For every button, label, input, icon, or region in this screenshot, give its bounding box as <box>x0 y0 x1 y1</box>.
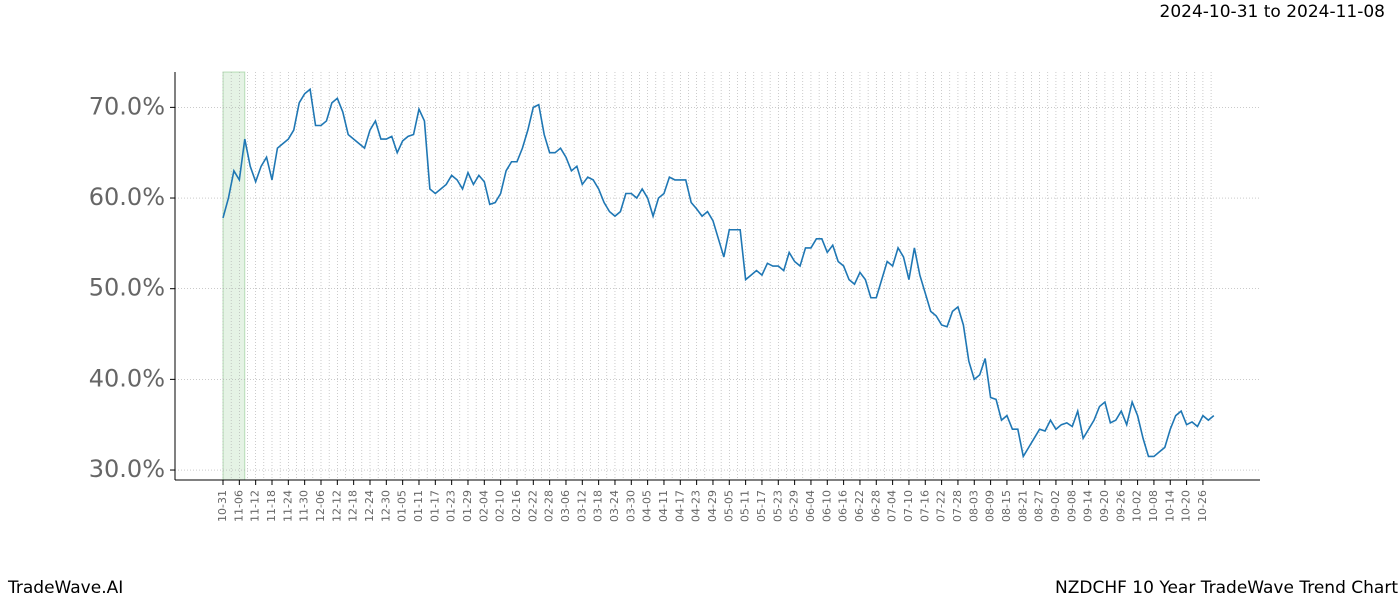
x-tick-label: 03-30 <box>624 490 637 522</box>
x-tick-label: 06-04 <box>804 490 817 522</box>
caption: NZDCHF 10 Year TradeWave Trend Chart <box>1055 578 1398 598</box>
x-tick-label: 10-31 <box>216 490 229 522</box>
x-tick-label: 02-10 <box>494 490 507 522</box>
x-tick-label: 12-12 <box>330 490 343 522</box>
x-tick-label: 11-06 <box>232 490 245 522</box>
x-tick-label: 06-22 <box>853 490 866 522</box>
x-tick-label: 03-06 <box>559 490 572 522</box>
x-tick-label: 02-28 <box>543 490 556 522</box>
x-tick-label: 01-11 <box>412 490 425 522</box>
x-tick-label: 10-14 <box>1163 490 1176 522</box>
x-tick-label: 10-20 <box>1180 490 1193 522</box>
x-tick-label: 07-04 <box>886 490 899 522</box>
x-tick-label: 10-08 <box>1147 490 1160 522</box>
x-tick-label: 12-06 <box>314 490 327 522</box>
x-tick-label: 07-10 <box>902 490 915 522</box>
y-tick-label: 50.0% <box>89 274 165 302</box>
x-tick-label: 04-05 <box>641 490 654 522</box>
x-tick-label: 11-24 <box>281 490 294 522</box>
x-tick-label: 07-16 <box>918 490 931 522</box>
x-tick-label: 01-23 <box>445 490 458 522</box>
x-tick-label: 06-10 <box>820 490 833 522</box>
x-tick-label: 08-21 <box>1016 490 1029 522</box>
x-tick-label: 08-27 <box>1033 490 1046 522</box>
x-tick-label: 01-17 <box>428 490 441 522</box>
x-tick-label: 04-29 <box>706 490 719 522</box>
y-tick-label: 60.0% <box>89 183 165 211</box>
x-tick-label: 09-20 <box>1098 490 1111 522</box>
x-tick-label: 01-05 <box>396 490 409 522</box>
x-tick-label: 02-04 <box>477 490 490 522</box>
x-tick-label: 10-26 <box>1196 490 1209 522</box>
x-tick-label: 05-29 <box>788 490 801 522</box>
x-tick-label: 12-30 <box>379 490 392 522</box>
x-tick-label: 09-14 <box>1082 490 1095 522</box>
x-tick-label: 06-16 <box>837 490 850 522</box>
x-tick-label: 03-12 <box>575 490 588 522</box>
y-tick-label: 70.0% <box>89 92 165 120</box>
highlight-window <box>222 71 246 481</box>
brand: TradeWave.AI <box>7 578 123 598</box>
x-tick-label: 09-08 <box>1065 490 1078 522</box>
x-tick-label: 08-09 <box>984 490 997 522</box>
x-tick-label: 05-11 <box>739 490 752 522</box>
x-tick-label: 09-02 <box>1049 490 1062 522</box>
x-tick-label: 06-28 <box>869 490 882 522</box>
x-tick-label: 11-12 <box>249 490 262 522</box>
x-tick-label: 07-22 <box>935 490 948 522</box>
y-tick-label: 30.0% <box>89 455 165 483</box>
x-tick-label: 11-30 <box>298 490 311 522</box>
x-tick-label: 08-15 <box>1000 490 1013 522</box>
x-tick-label: 02-16 <box>510 490 523 522</box>
x-tick-label: 04-23 <box>690 490 703 522</box>
x-tick-label: 09-26 <box>1114 490 1127 522</box>
x-tick-label: 01-29 <box>461 490 474 522</box>
x-tick-label: 12-24 <box>363 490 376 522</box>
x-tick-label: 05-05 <box>722 490 735 522</box>
x-tick-label: 04-17 <box>673 490 686 522</box>
x-tick-label: 04-11 <box>657 490 670 522</box>
y-tick-label: 40.0% <box>89 364 165 392</box>
x-tick-label: 02-22 <box>526 490 539 522</box>
x-tick-label: 05-23 <box>771 490 784 522</box>
x-tick-label: 10-02 <box>1131 490 1144 522</box>
series-line <box>222 87 1215 459</box>
date-range: 2024-10-31 to 2024-11-08 <box>1160 2 1385 22</box>
x-tick-label: 03-18 <box>592 490 605 522</box>
x-tick-label: 12-18 <box>347 490 360 522</box>
x-tick-label: 03-24 <box>608 490 621 522</box>
x-tick-label: 07-28 <box>951 490 964 522</box>
x-tick-label: 11-18 <box>265 490 278 522</box>
x-tick-label: 08-03 <box>967 490 980 522</box>
x-tick-label: 05-17 <box>755 490 768 522</box>
